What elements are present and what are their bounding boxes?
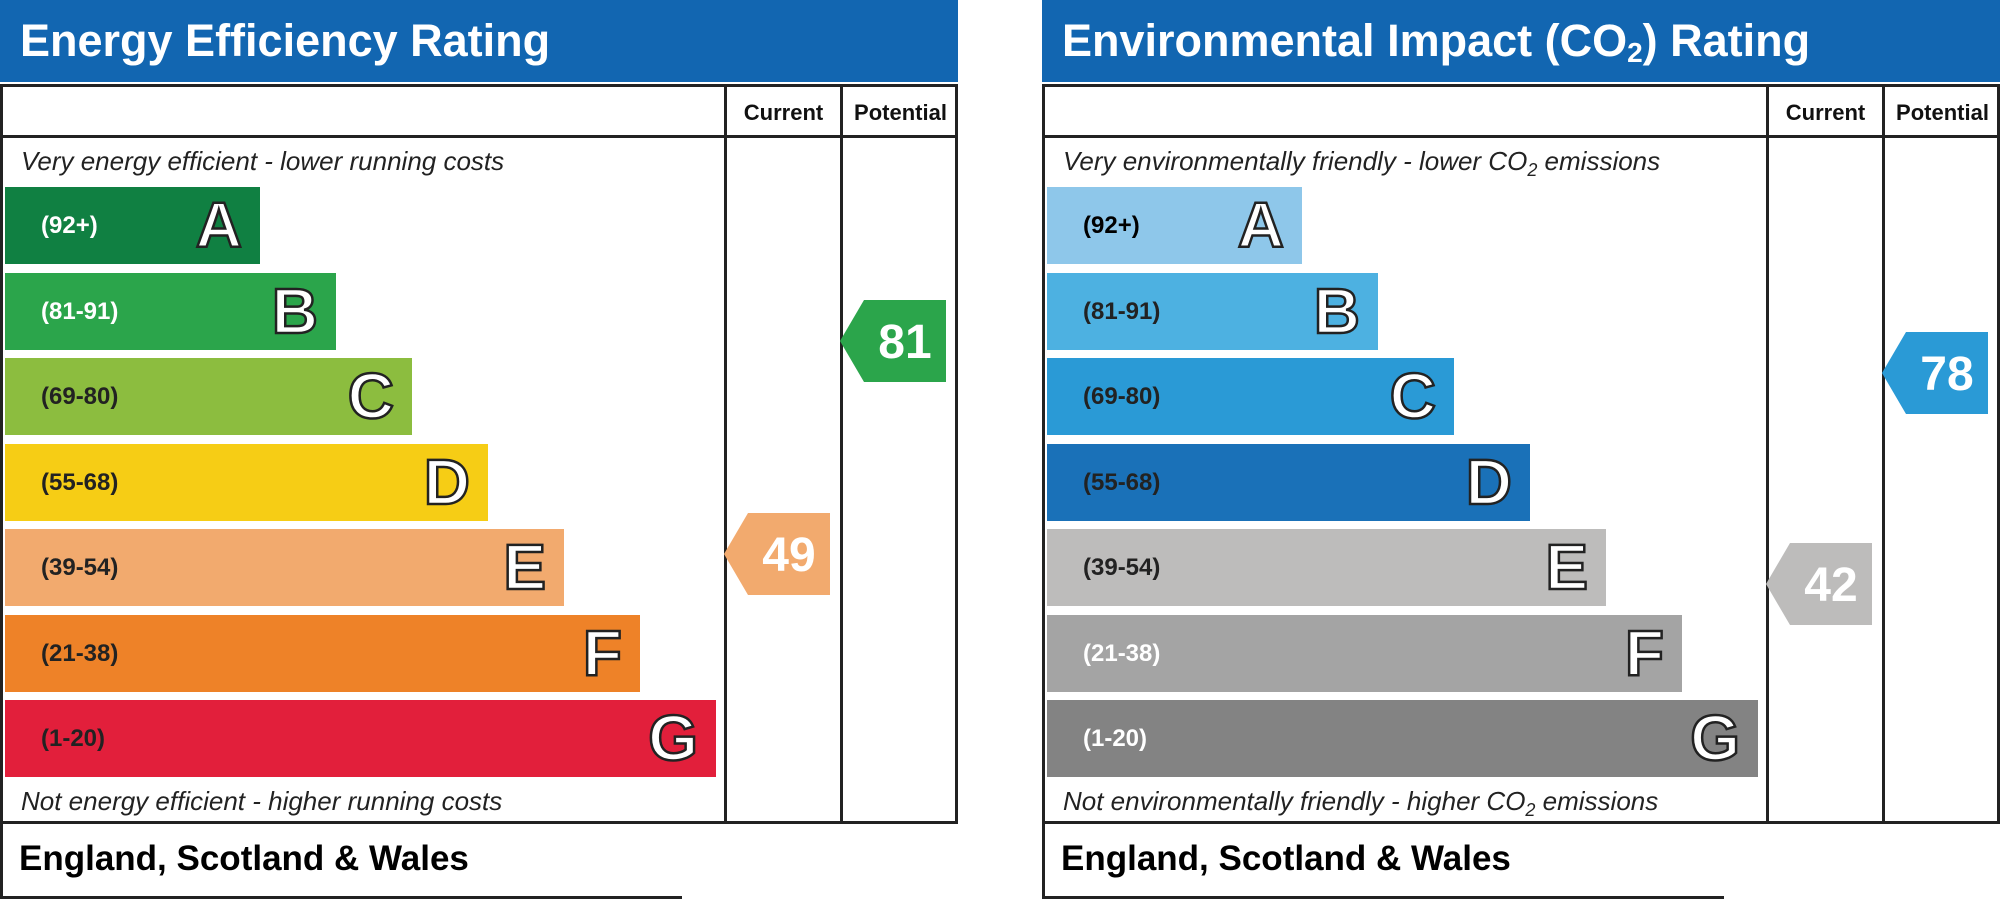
rating-band-e: (39-54) E [1047, 529, 1606, 606]
potential-rating-arrow: 78 [1882, 331, 1988, 414]
rating-band-d: (55-68) D [5, 443, 488, 521]
rating-band-b: (81-91) B [1047, 272, 1378, 350]
rating-value-label: 78 [1920, 348, 1973, 401]
rating-arrow-shape [1882, 331, 1988, 414]
footer: England, Scotland & Wales [1042, 824, 1724, 899]
top-note: Very environmentally friendly - lower CO… [1063, 146, 1661, 181]
band-range-label: (1-20) [1083, 725, 1148, 752]
rating-band-a: (92+) A [1047, 187, 1302, 264]
band-range-label: (92+) [1083, 212, 1140, 239]
rating-band-f: (21-38) F [5, 614, 640, 692]
energy-efficiency-panel: Energy Efficiency Rating Current Potenti… [0, 0, 958, 899]
band-range-label: (92+) [41, 212, 98, 239]
rating-band-e: (39-54) E [5, 529, 564, 606]
environmental-impact-panel: Environmental Impact (CO2) Rating Curren… [1042, 0, 2000, 899]
potential-column-header: Potential [1896, 100, 1989, 125]
band-letter: D [423, 444, 472, 519]
band-range-label: (39-54) [41, 554, 119, 581]
bottom-note: Not energy efficient - higher running co… [21, 786, 503, 816]
rating-band-b: (81-91) B [5, 272, 336, 350]
rating-arrow-shape [1766, 543, 1872, 625]
band-letter: D [1465, 444, 1514, 519]
band-range-label: (39-54) [1083, 554, 1161, 581]
chart-title: Environmental Impact (CO2) Rating [1042, 0, 2000, 82]
rating-band-d: (55-68) D [1047, 443, 1530, 521]
current-rating-arrow: 42 [1766, 543, 1872, 625]
band-range-label: (81-91) [1083, 297, 1161, 325]
band-letter: C [347, 359, 396, 434]
rating-band-g: (1-20) G [1047, 700, 1758, 777]
band-letter: E [502, 530, 547, 605]
band-range-label: (69-80) [41, 383, 119, 410]
chart-title: Energy Efficiency Rating [0, 0, 958, 82]
band-letter: A [195, 188, 244, 263]
rating-value-label: 81 [878, 316, 931, 369]
rating-band-c: (69-80) C [1047, 358, 1454, 435]
band-letter: A [1237, 188, 1286, 263]
rating-band-f: (21-38) F [1047, 614, 1682, 692]
rating-band-a: (92+) A [5, 187, 260, 264]
band-range-label: (21-38) [1083, 639, 1161, 667]
band-range-label: (69-80) [1083, 383, 1161, 410]
band-letter: E [1544, 530, 1589, 605]
bottom-note: Not environmentally friendly - higher CO… [1063, 786, 1659, 821]
rating-band-g: (1-20) G [5, 700, 716, 777]
header-divider [3, 135, 955, 138]
potential-column-header: Potential [854, 100, 947, 125]
band-range-label: (21-38) [41, 639, 119, 667]
band-letter: C [1389, 359, 1438, 434]
rating-band-c: (69-80) C [5, 358, 412, 435]
band-letter: G [647, 701, 699, 776]
band-letter: G [1689, 701, 1741, 776]
rating-value-label: 49 [762, 529, 815, 582]
current-column-header: Current [1785, 100, 1866, 125]
band-letter: B [271, 273, 320, 348]
rating-arrow-shape [840, 299, 946, 382]
band-range-label: (1-20) [41, 725, 106, 752]
column-divider [1882, 87, 1885, 821]
column-divider [1766, 87, 1769, 821]
column-divider [724, 87, 727, 821]
rating-arrow-shape [724, 512, 830, 595]
rating-value-label: 42 [1804, 559, 1857, 612]
band-letter: B [1313, 273, 1362, 348]
top-note: Very energy efficient - lower running co… [21, 146, 505, 176]
potential-rating-arrow: 81 [840, 299, 946, 382]
current-column-header: Current [743, 100, 824, 125]
footer: England, Scotland & Wales [0, 824, 682, 899]
current-rating-arrow: 49 [724, 512, 830, 595]
footer-region: England, Scotland & Wales [19, 839, 469, 878]
header-divider [1045, 135, 1997, 138]
band-letter: F [582, 615, 624, 690]
band-range-label: (55-68) [41, 468, 119, 496]
band-range-label: (55-68) [1083, 468, 1161, 496]
column-divider [840, 87, 843, 821]
chart-frame: Current Potential Very energy efficient … [0, 84, 958, 824]
band-range-label: (81-91) [41, 297, 119, 325]
chart-frame: Current Potential Very environmentally f… [1042, 84, 2000, 824]
footer-region: England, Scotland & Wales [1061, 839, 1511, 878]
band-letter: F [1624, 615, 1666, 690]
